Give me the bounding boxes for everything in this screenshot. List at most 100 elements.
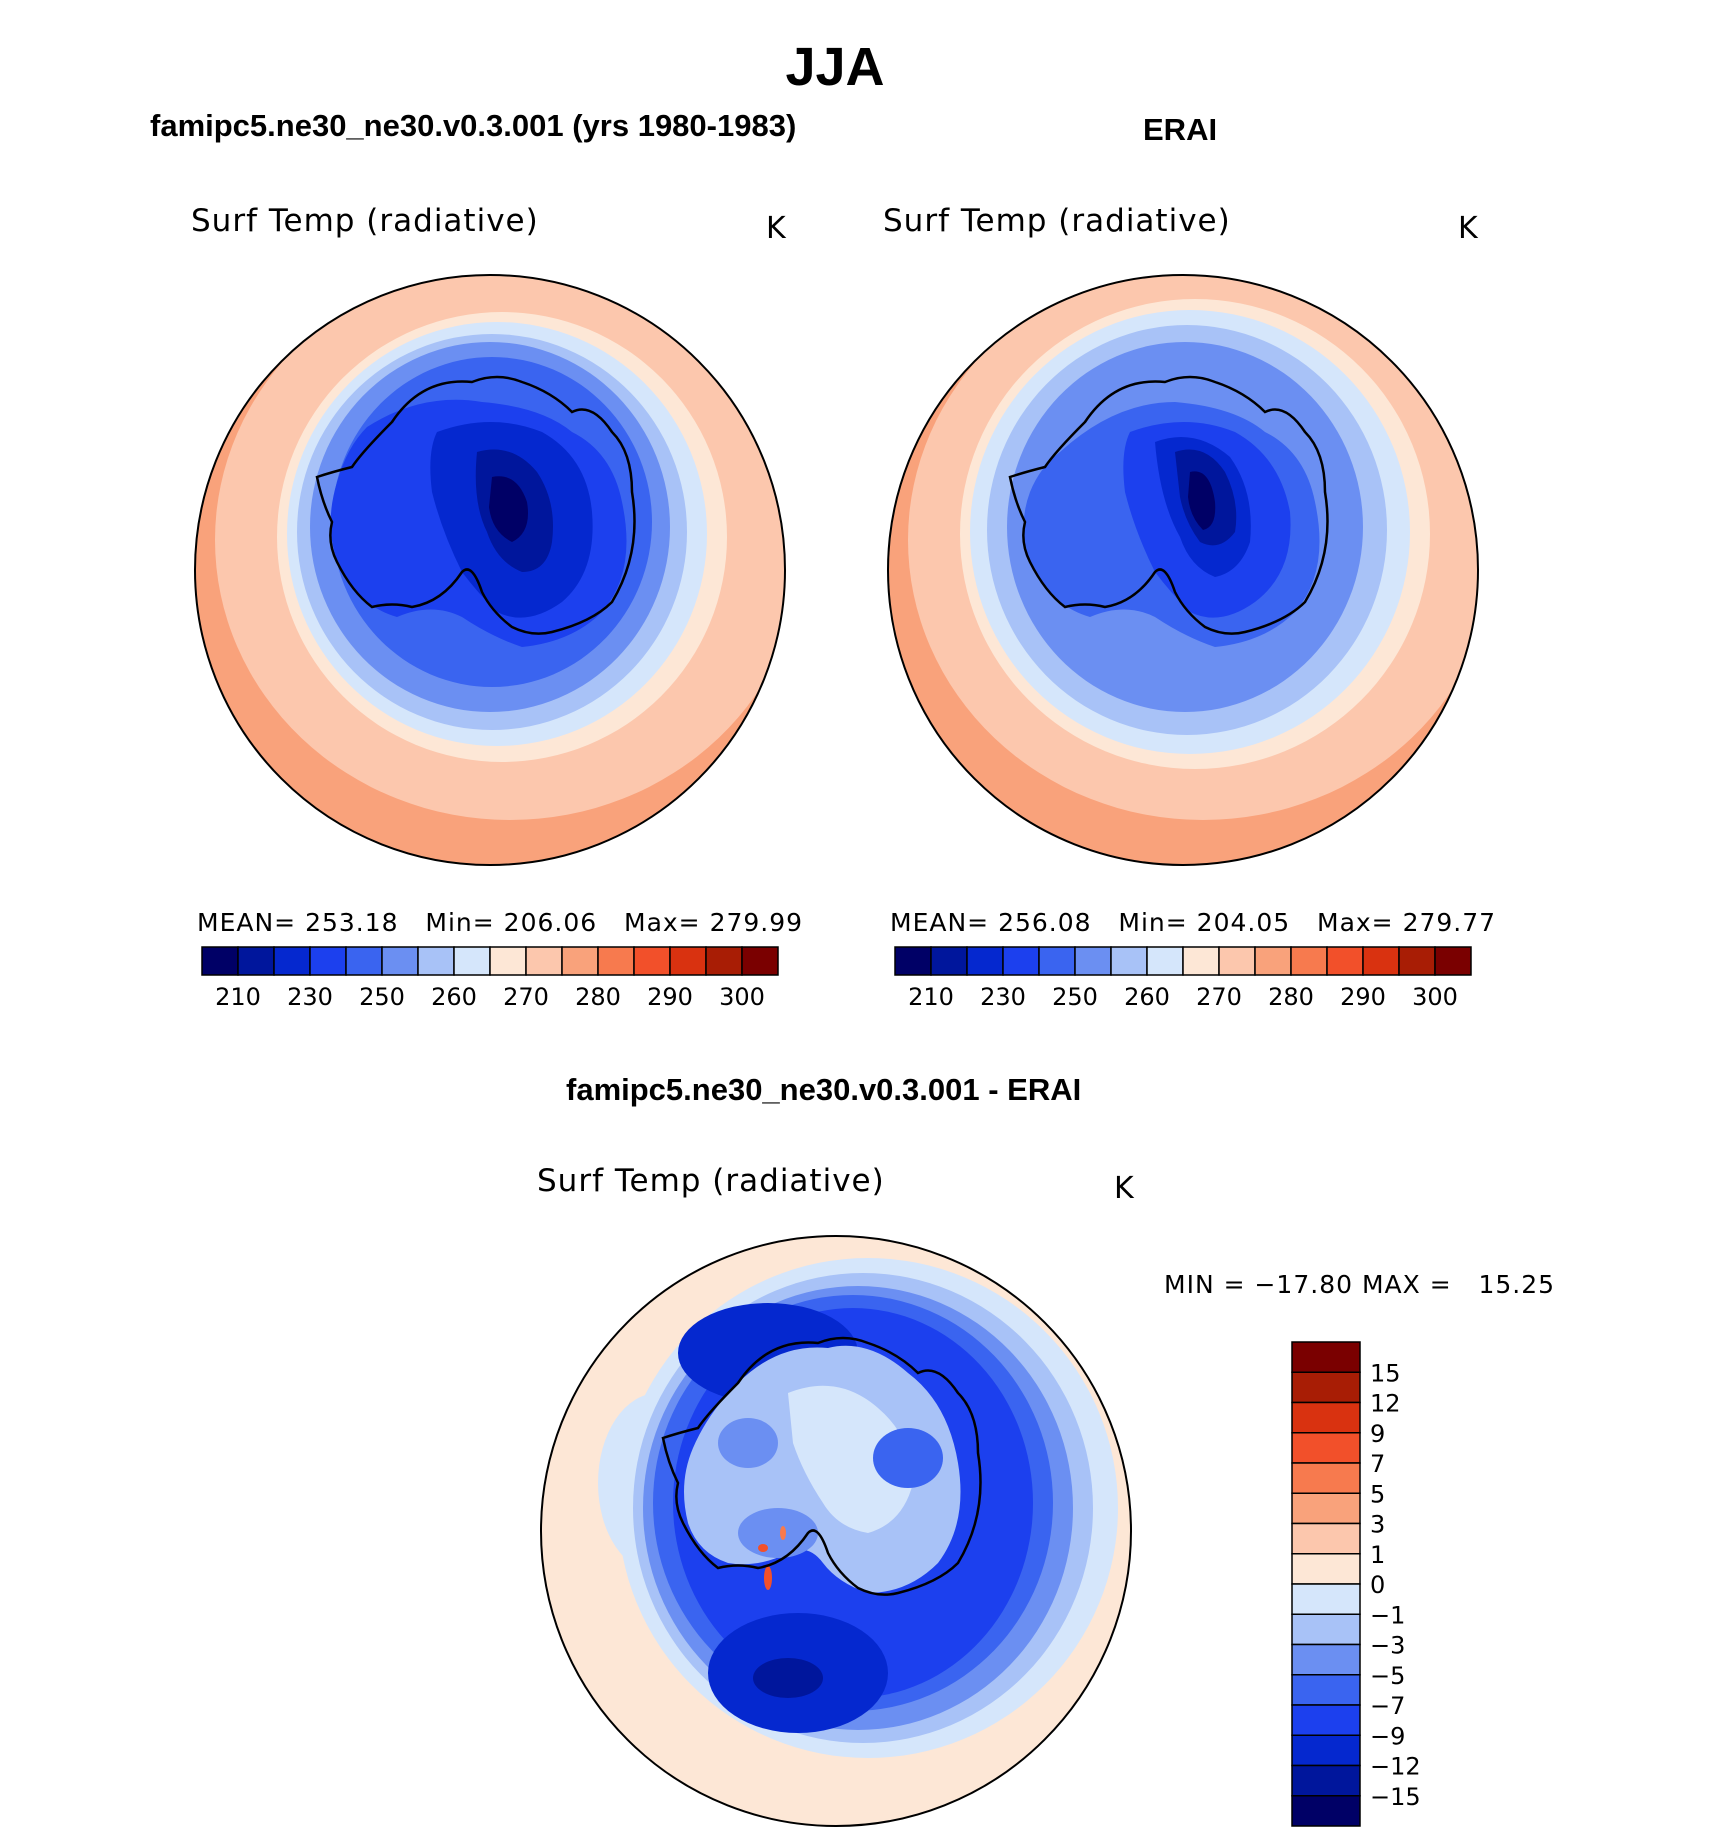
colorbar-swatch xyxy=(1291,1341,1361,1373)
colorbar-swatch xyxy=(1218,946,1256,976)
colorbar-tick-label: 260 xyxy=(1124,983,1170,1011)
colorbar-swatch xyxy=(1291,1371,1361,1404)
colorbar-tick-label: −3 xyxy=(1370,1632,1405,1660)
diff-units-label: K xyxy=(1114,1171,1134,1206)
colorbar-tick-label: −15 xyxy=(1370,1783,1421,1811)
colorbar-tick-label: 300 xyxy=(1412,983,1458,1011)
colorbar-tick-label: 210 xyxy=(908,983,954,1011)
min-label: Min= xyxy=(425,908,495,937)
colorbar-swatch xyxy=(966,946,1004,976)
colorbar-swatch xyxy=(561,946,599,976)
map-boundary xyxy=(887,274,1479,866)
model-polar-map xyxy=(194,274,786,866)
colorbar-tick-label: 270 xyxy=(1196,983,1242,1011)
colorbar-tick-label: 260 xyxy=(431,983,477,1011)
colorbar-swatch xyxy=(1074,946,1112,976)
colorbar-swatch xyxy=(1291,1764,1361,1797)
colorbar-tick-label: 1 xyxy=(1370,1541,1385,1569)
colorbar-swatch xyxy=(1254,946,1292,976)
colorbar-swatch xyxy=(1291,1583,1361,1615)
colorbar-tick-label: 250 xyxy=(1052,983,1098,1011)
colorbar-tick-label: −7 xyxy=(1370,1692,1405,1720)
max-label: Max= xyxy=(1317,908,1394,937)
map-fill-pos5 xyxy=(780,1526,786,1540)
colorbar-swatch xyxy=(309,946,347,976)
colorbar-swatch xyxy=(633,946,671,976)
colorbar-swatch xyxy=(1002,946,1040,976)
colorbar-swatch xyxy=(1038,946,1076,976)
erai-polar-map xyxy=(887,274,1479,866)
colorbar-swatch xyxy=(381,946,419,976)
diff-polar-map xyxy=(540,1235,1132,1827)
colorbar-swatch xyxy=(1291,1492,1361,1525)
colorbar-tick-label: 210 xyxy=(215,983,261,1011)
diff-minmax: MIN = −17.80 MAX = 15.25 xyxy=(1164,1270,1556,1299)
colorbar-swatch xyxy=(1291,1734,1361,1767)
colorbar-swatch xyxy=(1291,1674,1361,1706)
map-boundary xyxy=(194,274,786,866)
map-fill-pos7 xyxy=(764,1566,772,1590)
colorbar-swatch xyxy=(705,946,743,976)
colorbar-tick-label: 12 xyxy=(1370,1390,1401,1418)
coastline xyxy=(661,1336,982,1596)
colorbar-swatch xyxy=(1291,1432,1361,1464)
colorbar-tick-label: −12 xyxy=(1370,1753,1421,1781)
colorbar-tick-label: 15 xyxy=(1370,1359,1401,1387)
colorbar-tick-label: 280 xyxy=(1268,983,1314,1011)
colorbar-swatch xyxy=(1291,1704,1361,1736)
colorbar-swatch xyxy=(1291,1401,1361,1434)
colorbar-swatch xyxy=(237,946,275,976)
diff-heading: famipc5.ne30_ne30.v0.3.001 - ERAI xyxy=(566,1072,1082,1107)
colorbar-tick-label: 0 xyxy=(1370,1571,1385,1599)
max-label: Max= xyxy=(624,908,701,937)
colorbar-tick-label: −5 xyxy=(1370,1662,1405,1690)
mean-label: MEAN= xyxy=(890,908,990,937)
coastline xyxy=(1008,375,1329,635)
min-value: 204.05 xyxy=(1196,908,1291,937)
colorbar-swatch xyxy=(453,946,491,976)
model-heading: famipc5.ne30_ne30.v0.3.001 (yrs 1980-198… xyxy=(150,108,797,143)
model-units-label: K xyxy=(766,211,786,246)
map-fill-neg5 xyxy=(738,1508,818,1558)
colorbar-swatch xyxy=(345,946,383,976)
colorbar-swatch xyxy=(1110,946,1148,976)
colorbar-tick-label: 230 xyxy=(287,983,333,1011)
colorbar-swatch xyxy=(1146,946,1184,976)
colorbar-tick-label: 7 xyxy=(1370,1450,1385,1478)
colorbar-tick-label: −9 xyxy=(1370,1722,1405,1750)
colorbar-swatch xyxy=(489,946,527,976)
colorbar-swatch xyxy=(597,946,635,976)
colorbar-swatch xyxy=(1398,946,1436,976)
mean-label: MEAN= xyxy=(197,908,297,937)
colorbar-swatch xyxy=(669,946,707,976)
colorbar-swatch xyxy=(1291,1462,1361,1494)
erai-stats: MEAN= 256.08 Min= 204.05 Max= 279.77 xyxy=(890,908,1496,937)
coastline xyxy=(315,375,636,635)
colorbar-swatch xyxy=(273,946,311,976)
erai-units-label: K xyxy=(1458,211,1478,246)
colorbar-tick-label: 270 xyxy=(503,983,549,1011)
diff-variable-label: Surf Temp (radiative) xyxy=(537,1163,885,1199)
colorbar-tick-label: −1 xyxy=(1370,1601,1405,1629)
colorbar-tick-label: 3 xyxy=(1370,1511,1385,1539)
max-value: 279.99 xyxy=(709,908,804,937)
map-fill-210 xyxy=(1188,471,1216,530)
colorbar-swatch xyxy=(1291,1795,1361,1827)
max-value: 279.77 xyxy=(1402,908,1497,937)
colorbar-swatch xyxy=(1434,946,1472,976)
colorbar-swatch xyxy=(930,946,968,976)
map-fill-210 xyxy=(489,476,528,542)
model-colorbar: 210 230 250 260 270 280 290 300 xyxy=(201,946,779,1011)
map-fill-neg15 xyxy=(753,1658,823,1698)
map-fill-neg1 xyxy=(788,1385,913,1533)
colorbar-swatch xyxy=(1290,946,1328,976)
colorbar-swatch xyxy=(894,946,932,976)
colorbar-swatch xyxy=(1182,946,1220,976)
erai-heading: ERAI xyxy=(1143,112,1218,147)
erai-variable-label: Surf Temp (radiative) xyxy=(883,203,1231,239)
map-boundary xyxy=(540,1235,1132,1827)
colorbar-swatch xyxy=(417,946,455,976)
colorbar-tick-label: 5 xyxy=(1370,1480,1385,1508)
model-stats: MEAN= 253.18 Min= 206.06 Max= 279.99 xyxy=(197,908,803,937)
